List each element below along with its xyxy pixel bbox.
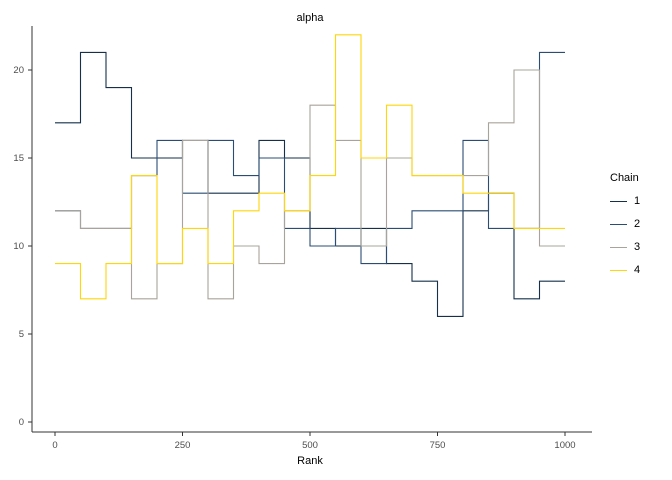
chain-4-step-line bbox=[55, 34, 565, 300]
x-tick-label: 250 bbox=[175, 440, 191, 451]
y-tick-label: 20 bbox=[13, 65, 24, 76]
legend-line-swatch bbox=[610, 223, 627, 225]
legend-item-label: 1 bbox=[634, 195, 641, 207]
legend-line-swatch bbox=[610, 269, 627, 271]
legend-item-label: 4 bbox=[634, 264, 641, 276]
y-tick-label: 15 bbox=[13, 153, 24, 164]
legend-item-chain-3: 3 bbox=[610, 240, 640, 254]
x-tick-label: 1000 bbox=[554, 440, 575, 451]
legend-title: Chain bbox=[610, 172, 639, 184]
legend: Chain 1 2 3 4 bbox=[610, 172, 640, 286]
legend-item-label: 3 bbox=[634, 241, 641, 253]
legend-item-chain-1: 1 bbox=[610, 194, 640, 208]
chain-1-step-line bbox=[55, 51, 565, 317]
x-tick-label: 750 bbox=[430, 440, 446, 451]
chart-title: alpha bbox=[296, 12, 324, 24]
y-tick-label: 10 bbox=[13, 241, 24, 252]
legend-items: 1 2 3 4 bbox=[610, 194, 640, 277]
y-tick-label: 5 bbox=[19, 329, 24, 340]
legend-item-chain-4: 4 bbox=[610, 263, 640, 277]
x-tick-label: 0 bbox=[52, 440, 57, 451]
legend-line-swatch bbox=[610, 200, 627, 202]
legend-item-chain-2: 2 bbox=[610, 217, 640, 231]
x-tick-label: 500 bbox=[302, 440, 318, 451]
x-axis-label: Rank bbox=[297, 455, 323, 467]
legend-line-swatch bbox=[610, 246, 627, 248]
y-tick-label: 0 bbox=[19, 417, 24, 428]
legend-item-label: 2 bbox=[634, 218, 641, 230]
